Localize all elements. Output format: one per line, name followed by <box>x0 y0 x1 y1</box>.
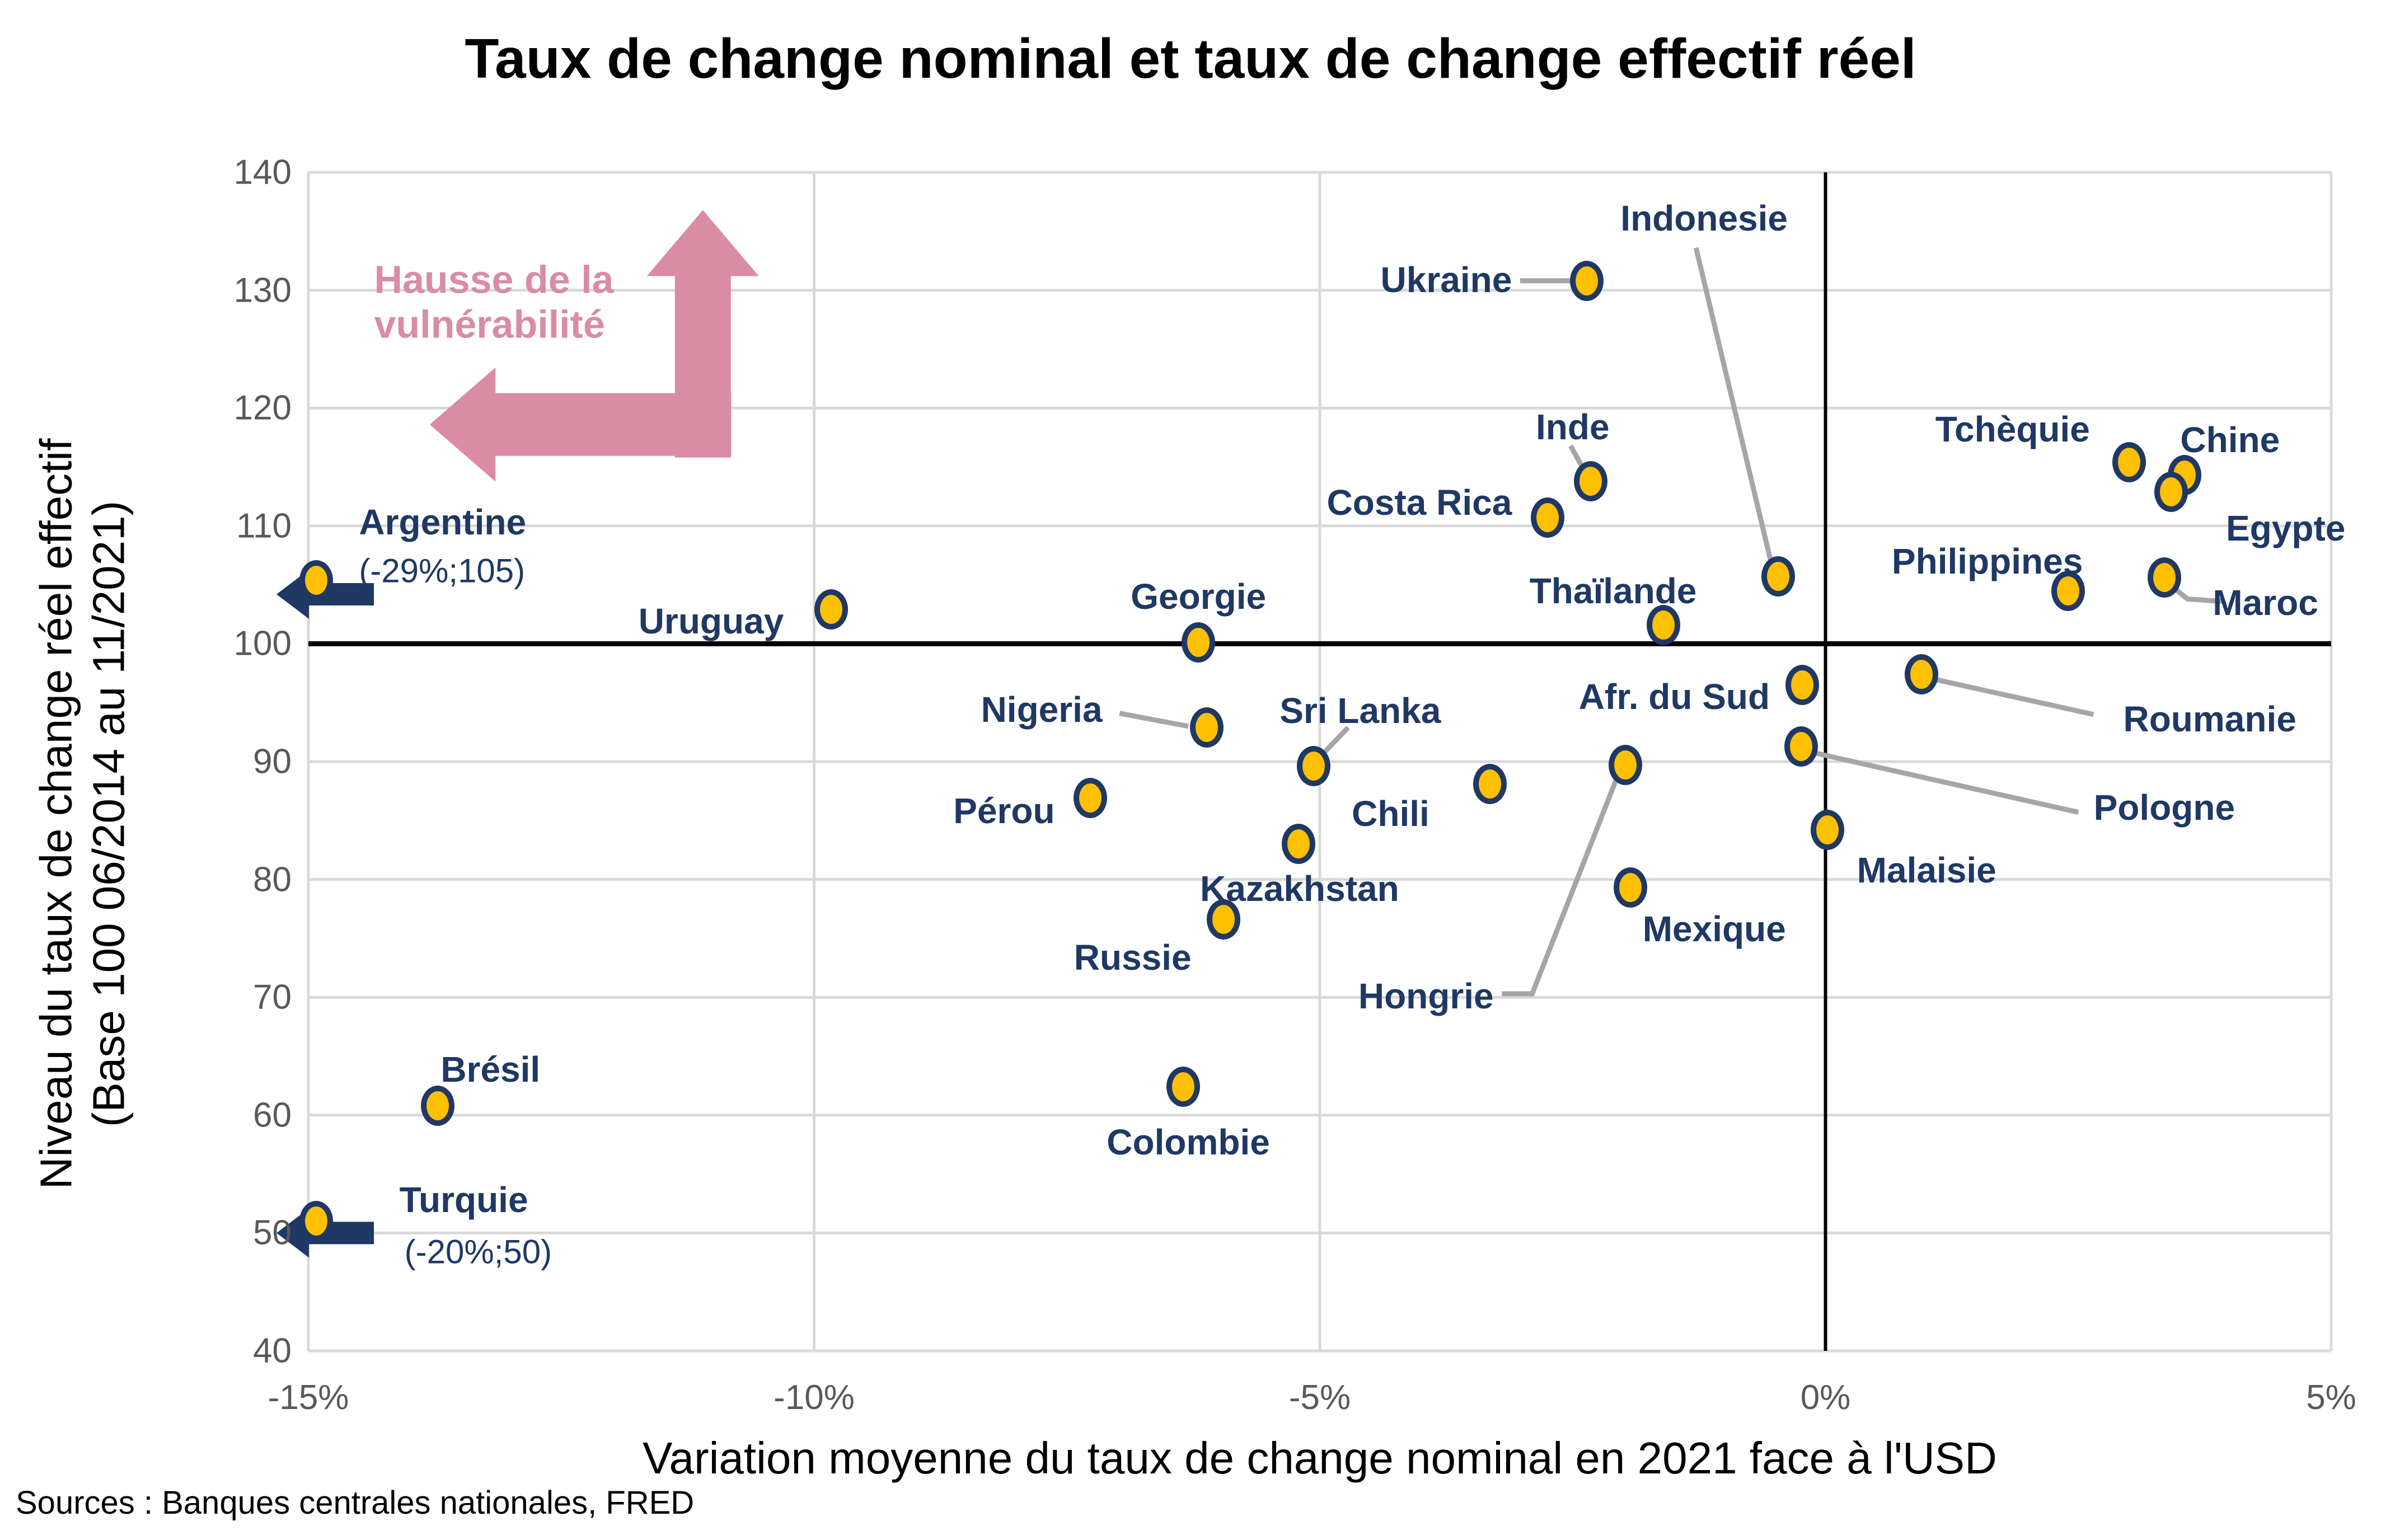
country-label-ukraine: Ukraine <box>1380 259 1512 300</box>
vulnerability-annotation-line1: Hausse de la <box>374 257 614 302</box>
country-label-egypte: Egypte <box>2225 508 2346 548</box>
country-label-tchequie: Tchèquie <box>1935 409 2090 450</box>
data-point-costa-rica <box>1530 497 1564 538</box>
y-tick-40: 40 <box>253 1331 292 1370</box>
data-point-uruguay <box>814 589 849 630</box>
y-tick-130: 130 <box>233 271 292 310</box>
x-tick-5%: 5% <box>2306 1378 2356 1417</box>
data-point-argentine <box>299 560 334 600</box>
leader-line-pologne <box>1811 749 2079 815</box>
x-tick--15%: -15% <box>268 1378 349 1417</box>
country-label-malaisie: Malaisie <box>1857 849 1996 890</box>
vulnerability-left-arrow <box>429 367 732 482</box>
coords-note-turquie: (-20%;50) <box>404 1233 552 1271</box>
vulnerability-annotation: Hausse de la vulnérabilité <box>374 257 613 347</box>
country-label-philippines: Philippines <box>1891 541 2083 581</box>
y-axis-title-line2: (Base 100 06/2014 au 11/2021) <box>84 500 134 1128</box>
x-tick-0%: 0% <box>1800 1378 1851 1417</box>
country-label-uruguay: Uruguay <box>638 601 784 642</box>
country-label-nigeria: Nigeria <box>981 689 1103 730</box>
x-tick--10%: -10% <box>774 1378 855 1417</box>
data-point-colombie <box>1166 1067 1201 1107</box>
y-axis-title-line1: Niveau du taux de change réel effectif <box>31 438 81 1190</box>
country-label-chine: Chine <box>2180 420 2280 461</box>
y-tick-50: 50 <box>253 1213 292 1252</box>
data-point-mexique <box>1613 867 1647 908</box>
country-label-mexique: Mexique <box>1642 909 1786 950</box>
country-label-colombie: Colombie <box>1107 1122 1270 1163</box>
y-axis-title: Niveau du taux de change réel effectif (… <box>30 170 136 1457</box>
data-point-roumanie <box>1905 654 1939 695</box>
data-point-russie <box>1207 899 1241 940</box>
data-point-tchequie <box>2112 442 2146 483</box>
leader-line-nigeria <box>1119 711 1189 729</box>
country-label-hongrie: Hongrie <box>1358 976 1494 1017</box>
data-point-georgie <box>1182 622 1216 663</box>
data-point-ukraine <box>1570 260 1604 301</box>
data-point-afr-du-sud <box>1785 665 1819 706</box>
data-point-kazakhstan <box>1282 824 1316 865</box>
country-label-sri-lanka: Sri Lanka <box>1279 691 1441 731</box>
data-point-hongrie <box>1608 745 1642 786</box>
data-point-pologne <box>1784 726 1818 767</box>
data-point-thailande <box>1647 604 1681 645</box>
country-label-inde: Inde <box>1535 406 1610 447</box>
country-label-perou: Pérou <box>953 791 1055 832</box>
data-point-malaisie <box>1811 810 1845 851</box>
country-label-pologne: Pologne <box>2093 787 2235 828</box>
country-label-thailande: Thaïlande <box>1529 570 1697 611</box>
source-note: Sources : Banques centrales nationales, … <box>16 1485 695 1521</box>
country-label-georgie: Georgie <box>1131 576 1267 617</box>
y-tick-90: 90 <box>253 742 292 781</box>
x-axis-title: Variation moyenne du taux de change nomi… <box>643 1433 1997 1483</box>
country-label-bresil: Brésil <box>440 1049 541 1090</box>
data-point-perou <box>1073 778 1107 819</box>
data-point-bresil <box>421 1085 455 1126</box>
data-point-egypte <box>2154 471 2188 512</box>
y-tick-70: 70 <box>253 978 292 1017</box>
data-point-philippines <box>2051 570 2085 611</box>
y-tick-140: 140 <box>233 153 292 192</box>
country-label-chili: Chili <box>1352 793 1429 834</box>
leader-line-roumanie <box>1933 677 2094 717</box>
country-label-kazakhstan: Kazakhstan <box>1200 868 1399 909</box>
data-point-maroc <box>2147 557 2181 598</box>
data-point-inde <box>1574 461 1608 501</box>
y-tick-120: 120 <box>233 388 292 428</box>
country-label-afr-du-sud: Afr. du Sud <box>1578 677 1770 717</box>
country-label-russie: Russie <box>1074 937 1192 978</box>
x-tick--5%: -5% <box>1288 1378 1351 1417</box>
leader-line-hongrie <box>1502 773 1621 997</box>
country-label-argentine: Argentine <box>359 502 527 543</box>
country-label-turquie: Turquie <box>399 1180 528 1220</box>
country-label-maroc: Maroc <box>2213 582 2318 623</box>
data-point-nigeria <box>1189 707 1224 748</box>
country-label-roumanie: Roumanie <box>2123 699 2296 740</box>
country-label-indonesie: Indonesie <box>1620 198 1788 239</box>
y-tick-80: 80 <box>253 860 292 899</box>
coords-note-argentine: (-29%;105) <box>359 552 526 590</box>
y-tick-100: 100 <box>233 624 292 663</box>
chart-title: Taux de change nominal et taux de change… <box>465 27 1916 90</box>
data-point-turquie <box>299 1201 334 1242</box>
leader-line-indonesie <box>1693 247 1775 567</box>
data-point-chili <box>1473 764 1507 804</box>
data-point-indonesie <box>1761 556 1795 597</box>
vulnerability-annotation-line2: vulnérabilité <box>374 302 605 346</box>
y-tick-60: 60 <box>253 1096 292 1135</box>
country-label-costa-rica: Costa Rica <box>1327 482 1512 523</box>
y-tick-110: 110 <box>236 506 292 546</box>
data-point-sri-lanka <box>1297 746 1331 787</box>
